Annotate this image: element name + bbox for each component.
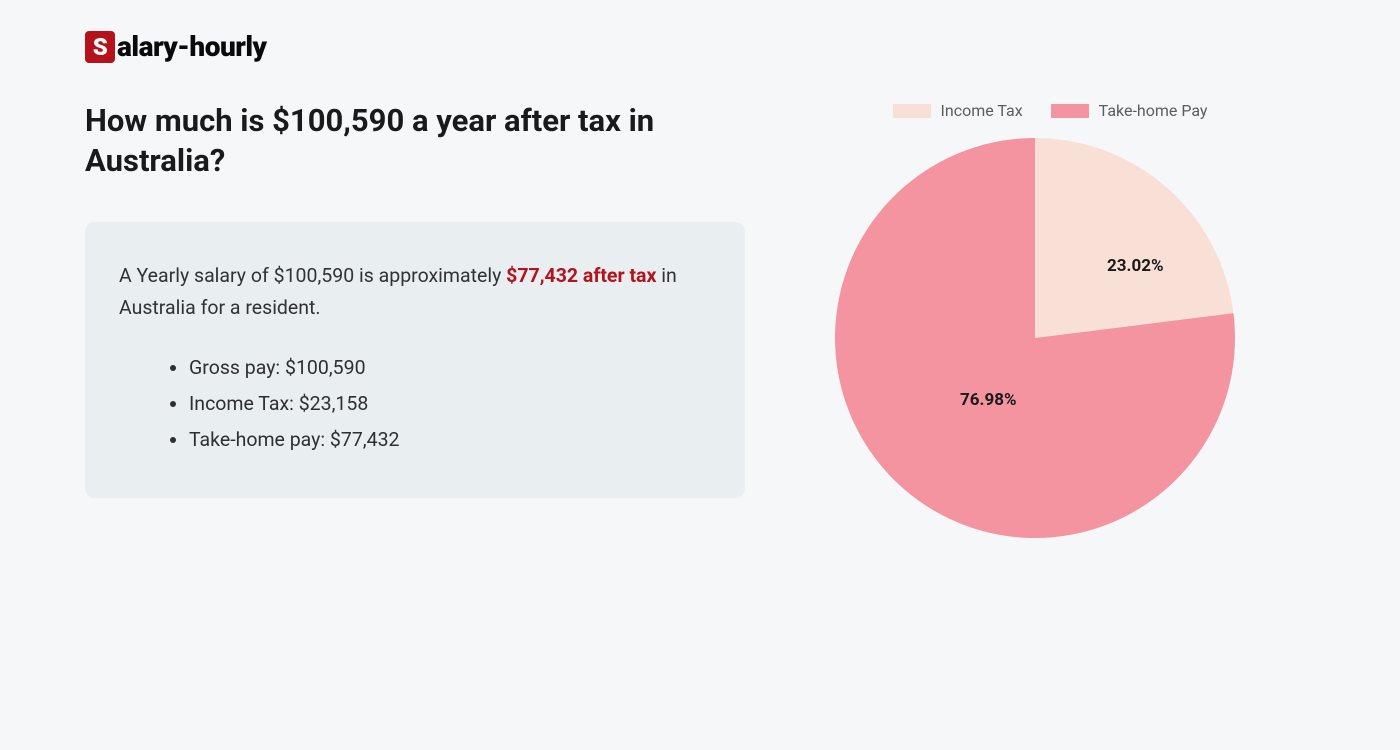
slice-label-income-tax: 23.02% [1107, 256, 1164, 276]
legend-swatch-income-tax [893, 104, 931, 118]
right-column: Income Tax Take-home Pay 23.02% 76.98% [805, 101, 1315, 538]
chart-legend: Income Tax Take-home Pay [785, 101, 1315, 120]
bullet-take-home: Take-home pay: $77,432 [189, 422, 711, 458]
page-root: Salary-hourly How much is $100,590 a yea… [0, 0, 1400, 568]
legend-item-income-tax: Income Tax [893, 101, 1023, 120]
page-heading: How much is $100,590 a year after tax in… [85, 101, 745, 182]
summary-box: A Yearly salary of $100,590 is approxima… [85, 222, 745, 499]
summary-highlight: $77,432 after tax [506, 264, 656, 287]
bullet-income-tax: Income Tax: $23,158 [189, 386, 711, 422]
content-row: How much is $100,590 a year after tax in… [85, 101, 1315, 538]
logo-text: alary-hourly [117, 30, 267, 63]
summary-sentence: A Yearly salary of $100,590 is approxima… [119, 260, 711, 324]
bullet-gross-pay: Gross pay: $100,590 [189, 350, 711, 386]
pie-svg [835, 138, 1235, 538]
legend-label-take-home: Take-home Pay [1099, 101, 1208, 120]
left-column: How much is $100,590 a year after tax in… [85, 101, 745, 538]
slice-label-take-home: 76.98% [960, 390, 1017, 410]
logo-badge: S [85, 31, 115, 63]
summary-prefix: A Yearly salary of $100,590 is approxima… [119, 264, 506, 287]
legend-item-take-home: Take-home Pay [1051, 101, 1208, 120]
site-logo: Salary-hourly [85, 30, 1315, 63]
summary-bullets: Gross pay: $100,590 Income Tax: $23,158 … [119, 350, 711, 458]
legend-swatch-take-home [1051, 104, 1089, 118]
pie-chart: 23.02% 76.98% [835, 138, 1235, 538]
legend-label-income-tax: Income Tax [941, 101, 1023, 120]
